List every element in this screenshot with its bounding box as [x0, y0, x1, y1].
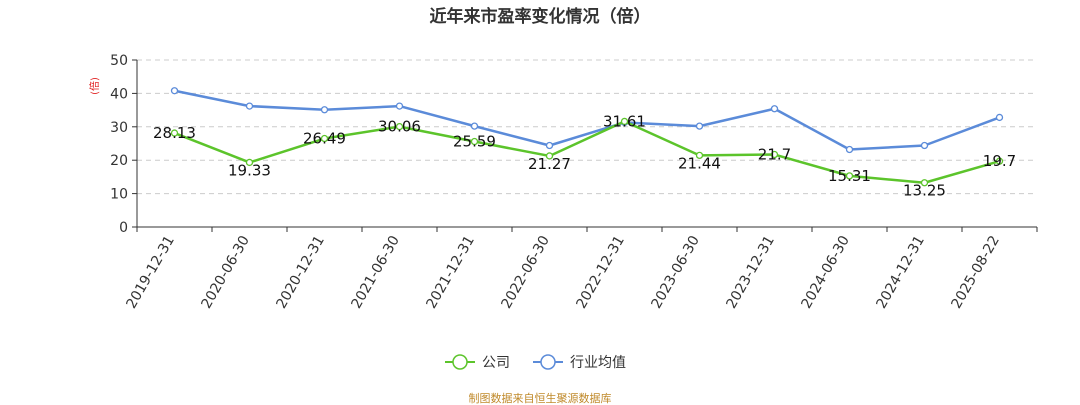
source-note: 制图数据来自恒生聚源数据库	[469, 391, 612, 405]
x-tick-label: 2019-12-31	[123, 233, 178, 311]
y-tick-label: 10	[110, 187, 128, 203]
grid-lines	[137, 59, 1037, 195]
series-point-1[interactable]	[545, 141, 554, 150]
data-label: 26.49	[303, 130, 346, 148]
series-layer	[170, 87, 1004, 187]
series-point-1[interactable]	[920, 141, 929, 150]
series-line-0	[174, 120, 1000, 184]
data-label: 28.13	[153, 124, 196, 142]
legend-label: 公司	[482, 355, 510, 371]
legend-label: 行业均值	[570, 355, 626, 371]
series-point-1[interactable]	[695, 122, 704, 130]
legend-marker	[540, 354, 556, 370]
series-point-0[interactable]	[620, 117, 629, 126]
x-tick-label: 2020-12-31	[273, 233, 328, 311]
y-tick-label: 30	[110, 120, 128, 136]
series-point-0[interactable]	[845, 172, 854, 180]
x-tick-label: 2022-12-31	[573, 233, 628, 311]
data-label: 21.7	[758, 146, 791, 164]
series-point-0[interactable]	[245, 158, 254, 167]
series-point-1[interactable]	[395, 102, 404, 110]
chart-title: 近年来市盈率变化情况（倍）	[430, 6, 651, 27]
y-tick-label: 20	[110, 153, 128, 169]
series-point-1[interactable]	[995, 113, 1004, 122]
data-label: 25.59	[453, 133, 496, 151]
data-label: 15.31	[828, 167, 871, 185]
legend[interactable]: 公司 行业均值	[445, 354, 626, 371]
series-point-0[interactable]	[770, 150, 779, 159]
x-tick-label: 2023-12-31	[723, 233, 778, 311]
series-point-0[interactable]	[470, 137, 479, 146]
y-tick-label: 40	[110, 86, 128, 102]
legend-item-1[interactable]: 行业均值	[533, 354, 626, 371]
series-point-1[interactable]	[170, 87, 179, 95]
series-point-0[interactable]	[995, 157, 1004, 165]
data-labels: 28.13 19.33 26.49 30.06 25.59 21.27 31.61 21.44…	[153, 112, 1016, 199]
data-label: 13.25	[903, 182, 946, 200]
data-label: 21.27	[528, 155, 571, 173]
y-tick-label: 0	[119, 220, 128, 236]
series-point-1[interactable]	[470, 122, 479, 130]
x-tick-label: 2024-12-31	[873, 233, 928, 311]
data-label: 21.44	[678, 154, 721, 172]
y-axis-unit: (倍)	[88, 77, 101, 95]
axes: 0 10 20 30 40 50 2019-12-31 2020-06-30 2020-12-3…	[110, 53, 1038, 311]
series-point-0[interactable]	[920, 179, 929, 187]
x-tick-label: 2021-06-30	[348, 233, 403, 311]
series-point-0[interactable]	[170, 129, 179, 137]
x-tick-label: 2020-06-30	[198, 233, 253, 311]
series-line-1	[174, 89, 1000, 151]
series-point-0[interactable]	[320, 134, 329, 143]
series-point-0[interactable]	[695, 151, 704, 160]
y-tick-label: 50	[110, 53, 128, 69]
legend-item-0[interactable]: 公司	[445, 354, 510, 371]
legend-marker	[452, 354, 468, 370]
data-label: 30.06	[378, 118, 421, 136]
x-tick-label: 2023-06-30	[648, 233, 703, 311]
data-label: 19.33	[228, 161, 271, 179]
series-point-1[interactable]	[320, 106, 329, 114]
series-point-1[interactable]	[845, 145, 854, 154]
series-point-0[interactable]	[545, 152, 554, 160]
series-point-1[interactable]	[245, 102, 254, 110]
series-point-1[interactable]	[770, 105, 779, 113]
x-tick-label: 2021-12-31	[423, 233, 478, 311]
x-tick-label: 2024-06-30	[798, 233, 853, 311]
series-point-0[interactable]	[395, 122, 404, 131]
x-tick-label: 2025-08-22	[948, 233, 1003, 311]
data-label: 19.7	[983, 152, 1016, 170]
x-tick-label: 2022-06-30	[498, 233, 553, 311]
data-label: 31.61	[603, 112, 646, 130]
